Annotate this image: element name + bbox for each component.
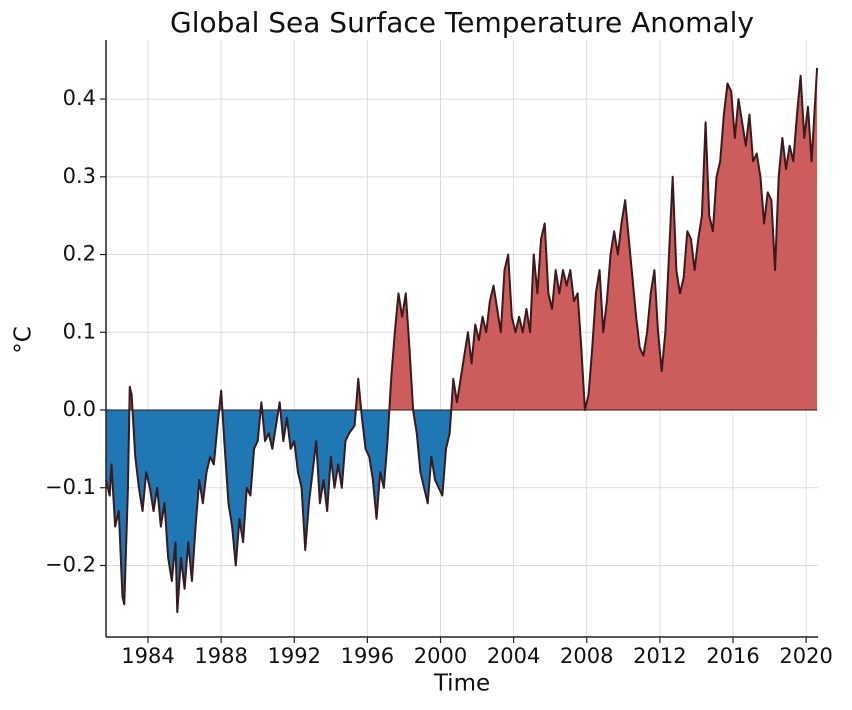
y-tick-label: −0.1 <box>45 475 96 499</box>
area-positive <box>129 67 818 411</box>
y-tick-label: −0.2 <box>45 552 96 576</box>
y-axis-label: °C <box>11 326 37 354</box>
x-tick-label: 1996 <box>341 644 394 668</box>
anomaly-line <box>105 67 819 614</box>
chart-title: Global Sea Surface Temperature Anomaly <box>170 6 754 39</box>
x-tick-label: 2020 <box>779 644 832 668</box>
x-tick-label: 2004 <box>487 644 540 668</box>
x-tick-label: 2012 <box>633 644 686 668</box>
y-tick-label: 0.1 <box>63 319 96 343</box>
x-tick-label: 1992 <box>268 644 321 668</box>
axes: −0.2 −0.1 0.0 0.1 0.2 0.3 0.4 1984 1988 1992 1996 2… <box>45 40 833 668</box>
x-tick-label: 1988 <box>194 644 247 668</box>
x-tick-label: 2016 <box>706 644 759 668</box>
x-axis-label: Time <box>433 671 490 697</box>
x-tick-label: 2008 <box>560 644 613 668</box>
y-tick-label: 0.0 <box>63 397 96 421</box>
y-tick-label: 0.4 <box>63 86 96 110</box>
y-tick-label: 0.2 <box>63 242 96 266</box>
plot-area <box>105 67 819 614</box>
x-tick-label: 1984 <box>121 644 174 668</box>
x-tick-label: 2000 <box>414 644 467 668</box>
y-tick-label: 0.3 <box>63 164 96 188</box>
